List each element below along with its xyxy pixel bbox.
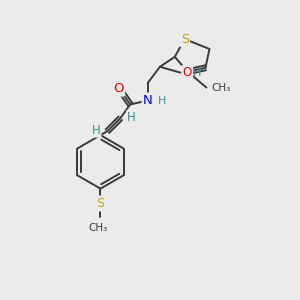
Text: H: H	[127, 111, 136, 124]
Text: S: S	[181, 32, 189, 46]
Text: N: N	[143, 94, 153, 107]
Text: H: H	[92, 124, 100, 137]
Text: O: O	[183, 66, 192, 79]
Text: H: H	[193, 68, 201, 78]
Text: S: S	[97, 197, 104, 210]
Text: CH₃: CH₃	[89, 223, 108, 233]
Text: O: O	[113, 82, 124, 95]
Text: CH₃: CH₃	[212, 82, 231, 93]
Text: H: H	[158, 97, 166, 106]
